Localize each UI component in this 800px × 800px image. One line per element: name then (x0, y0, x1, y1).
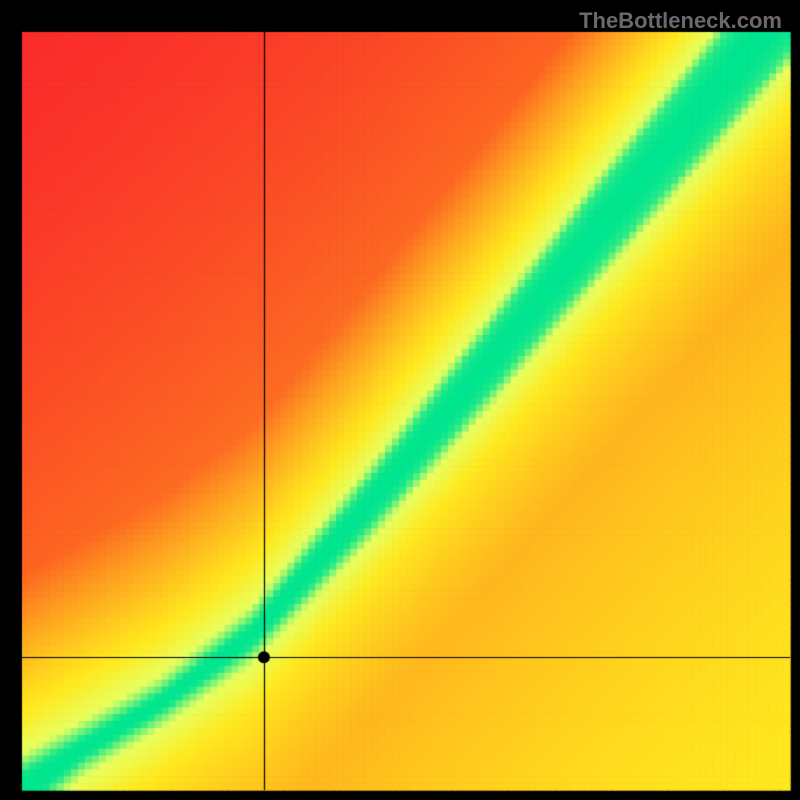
chart-container: { "watermark": { "text": "TheBottleneck.… (0, 0, 800, 800)
watermark-text: TheBottleneck.com (579, 8, 782, 34)
bottleneck-heatmap (0, 0, 800, 800)
